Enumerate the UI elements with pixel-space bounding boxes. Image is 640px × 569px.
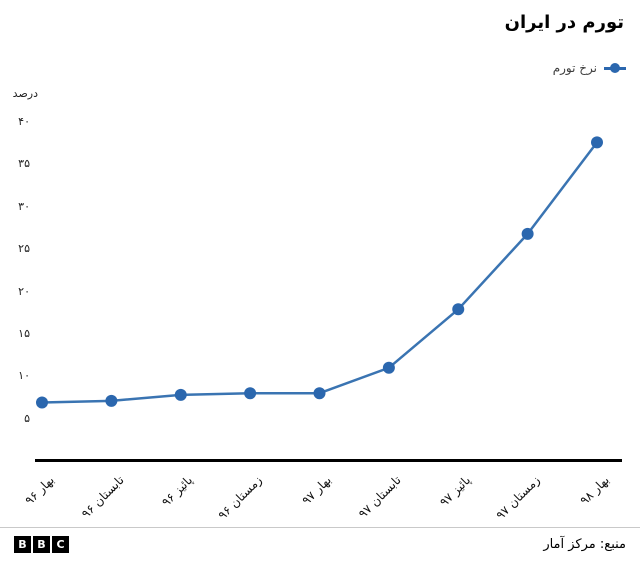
data-point	[382, 361, 395, 374]
legend-label: نرخ تورم	[552, 61, 597, 75]
y-tick-label: ۱۰	[18, 369, 30, 383]
data-point	[313, 387, 326, 400]
bbc-logo-block: C	[52, 536, 69, 553]
bbc-logo: B B C	[14, 536, 69, 553]
bbc-logo-block: B	[33, 536, 50, 553]
y-tick-label: ۴۰	[18, 115, 30, 128]
y-tick-label: ۳۰	[18, 199, 30, 213]
y-tick-label: ۱۵	[18, 326, 30, 340]
data-point	[244, 387, 257, 400]
data-point	[521, 227, 534, 240]
y-tick-label: ۲۰	[18, 284, 30, 298]
legend: نرخ تورم	[553, 61, 626, 75]
legend-line-dot-icon	[604, 62, 626, 74]
x-axis-line	[35, 459, 622, 462]
bbc-logo-block: B	[14, 536, 31, 553]
data-point	[174, 388, 187, 401]
data-point	[105, 394, 118, 407]
source-text: منبع: مرکز آمار	[543, 537, 626, 552]
trend-line	[41, 141, 598, 404]
y-axis-title: درصد	[12, 87, 38, 100]
data-point	[36, 396, 48, 409]
y-tick-label: ۲۵	[18, 242, 30, 256]
legend-dot-icon	[610, 63, 620, 73]
y-tick-label: ۳۵	[18, 157, 30, 171]
footer-divider	[0, 527, 640, 528]
data-point	[452, 303, 465, 316]
data-point	[591, 136, 603, 149]
chart-title: تورم در ایران	[504, 12, 624, 33]
y-tick-label: ۵	[24, 411, 30, 425]
